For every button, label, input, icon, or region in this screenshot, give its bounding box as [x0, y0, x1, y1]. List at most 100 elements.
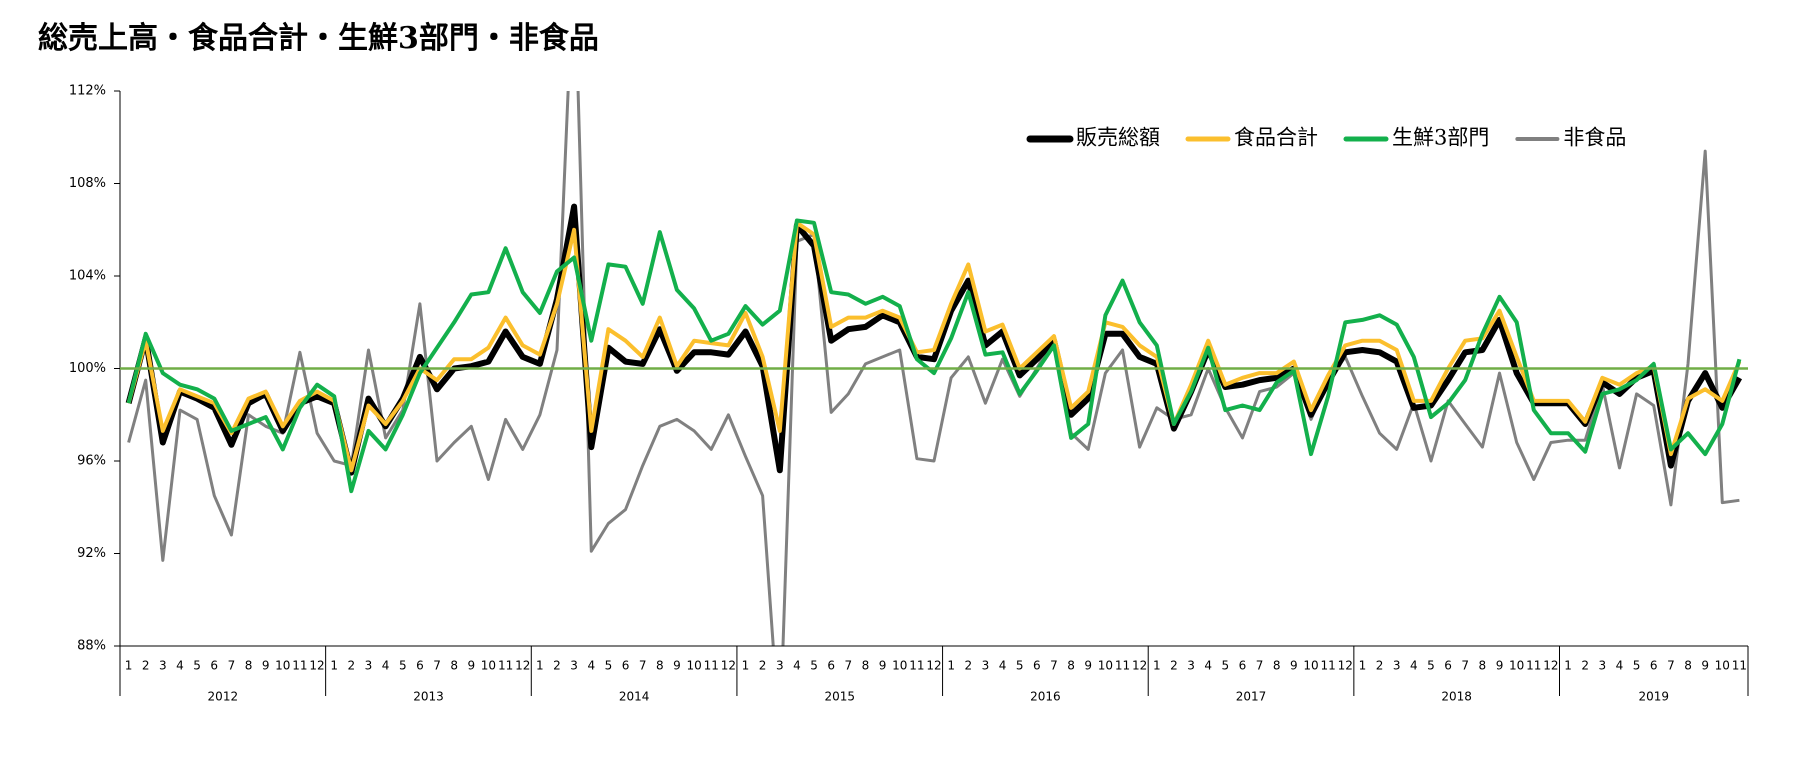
- x-tick-label: 9: [1084, 659, 1092, 673]
- x-tick-label: 6: [416, 659, 424, 673]
- x-tick-label: 6: [1033, 659, 1041, 673]
- x-tick-label: 10: [1715, 659, 1730, 673]
- x-tick-label: 2: [1376, 659, 1384, 673]
- x-tick-label: 5: [1222, 659, 1230, 673]
- x-tick-label: 4: [1204, 659, 1212, 673]
- x-tick-label: 5: [810, 659, 818, 673]
- x-tick-label: 3: [570, 659, 578, 673]
- x-tick-label: 1: [1153, 659, 1161, 673]
- year-label: 2012: [208, 690, 239, 704]
- x-tick-label: 9: [467, 659, 475, 673]
- x-tick-label: 6: [622, 659, 630, 673]
- y-tick-label: 104%: [69, 269, 106, 284]
- x-tick-label: 2: [348, 659, 356, 673]
- x-tick-label: 8: [450, 659, 458, 673]
- x-tick-label: 7: [639, 659, 647, 673]
- plot-area: [125, 91, 1743, 646]
- x-tick-label: 12: [1132, 659, 1147, 673]
- x-tick-label: 2: [759, 659, 767, 673]
- y-tick-label: 96%: [77, 454, 106, 469]
- x-tick-label: 1: [1564, 659, 1572, 673]
- x-tick-label: 10: [275, 659, 290, 673]
- x-tick-label: 3: [1599, 659, 1607, 673]
- y-tick-label: 112%: [69, 84, 106, 99]
- series-line: [126, 218, 1742, 494]
- x-tick-label: 7: [1461, 659, 1469, 673]
- x-tick-label: 5: [399, 659, 407, 673]
- x-tick-label: 10: [481, 659, 496, 673]
- x-tick-label: 4: [176, 659, 184, 673]
- x-tick-label: 10: [1098, 659, 1113, 673]
- x-tick-label: 5: [1633, 659, 1641, 673]
- x-tick-label: 4: [793, 659, 801, 673]
- x-tick-label: 8: [1684, 659, 1692, 673]
- x-tick-label: 11: [1732, 659, 1747, 673]
- x-tick-label: 4: [1410, 659, 1418, 673]
- x-tick-label: 4: [999, 659, 1007, 673]
- x-tick-label: 12: [926, 659, 941, 673]
- x-tick-label: 6: [1239, 659, 1247, 673]
- legend-label: 非食品: [1563, 126, 1626, 150]
- x-tick-label: 11: [1321, 659, 1336, 673]
- x-tick-label: 8: [1273, 659, 1281, 673]
- x-tick-label: 6: [1650, 659, 1658, 673]
- x-tick-label: 2: [1581, 659, 1589, 673]
- year-label: 2019: [1638, 690, 1669, 704]
- x-tick-label: 11: [909, 659, 924, 673]
- x-tick-label: 1: [536, 659, 544, 673]
- x-tick-label: 8: [862, 659, 870, 673]
- series-line: [127, 91, 1740, 646]
- year-label: 2014: [619, 690, 650, 704]
- x-tick-label: 4: [382, 659, 390, 673]
- x-tick-label: 7: [228, 659, 236, 673]
- x-tick-label: 8: [1067, 659, 1075, 673]
- series-line: [126, 220, 1742, 473]
- x-tick-label: 1: [742, 659, 750, 673]
- x-tick-label: 10: [892, 659, 907, 673]
- x-tick-label: 11: [704, 659, 719, 673]
- x-tick-label: 9: [1701, 659, 1709, 673]
- x-tick-label: 4: [1616, 659, 1624, 673]
- x-tick-label: 7: [844, 659, 852, 673]
- x-tick-label: 3: [159, 659, 167, 673]
- x-tick-label: 6: [210, 659, 218, 673]
- y-tick-label: 108%: [69, 176, 106, 191]
- legend-label: 食品合計: [1234, 126, 1318, 150]
- x-tick-label: 6: [1444, 659, 1452, 673]
- x-tick-label: 11: [1526, 659, 1541, 673]
- x-tick-label: 12: [515, 659, 530, 673]
- y-tick-label: 88%: [77, 639, 106, 654]
- legend-label: 生鮮3部門: [1392, 126, 1489, 150]
- chart-title: 総売上高・食品合計・生鮮3部門・非食品: [38, 21, 599, 56]
- x-tick-label: 5: [1016, 659, 1024, 673]
- x-tick-label: 11: [292, 659, 307, 673]
- y-tick-label: 92%: [77, 546, 106, 561]
- x-tick-label: 5: [1427, 659, 1435, 673]
- x-tick-label: 12: [1543, 659, 1558, 673]
- x-tick-label: 9: [1290, 659, 1298, 673]
- x-tick-label: 9: [262, 659, 270, 673]
- x-tick-label: 7: [433, 659, 441, 673]
- x-tick-label: 7: [1667, 659, 1675, 673]
- year-label: 2016: [1030, 690, 1061, 704]
- x-tick-label: 3: [1393, 659, 1401, 673]
- x-tick-label: 10: [686, 659, 701, 673]
- x-tick-label: 11: [498, 659, 513, 673]
- x-tick-label: 12: [1338, 659, 1353, 673]
- x-tick-label: 10: [1509, 659, 1524, 673]
- x-tick-label: 5: [605, 659, 613, 673]
- year-label: 2018: [1441, 690, 1472, 704]
- x-tick-label: 2: [142, 659, 150, 673]
- x-tick-label: 11: [1115, 659, 1130, 673]
- x-tick-label: 1: [125, 659, 133, 673]
- x-tick-label: 1: [1359, 659, 1367, 673]
- x-tick-label: 7: [1256, 659, 1264, 673]
- x-tick-label: 2: [553, 659, 561, 673]
- x-tick-label: 8: [245, 659, 253, 673]
- x-tick-label: 4: [587, 659, 595, 673]
- x-tick-label: 9: [879, 659, 887, 673]
- x-tick-label: 12: [309, 659, 324, 673]
- x-tick-label: 3: [982, 659, 990, 673]
- x-tick-label: 12: [721, 659, 736, 673]
